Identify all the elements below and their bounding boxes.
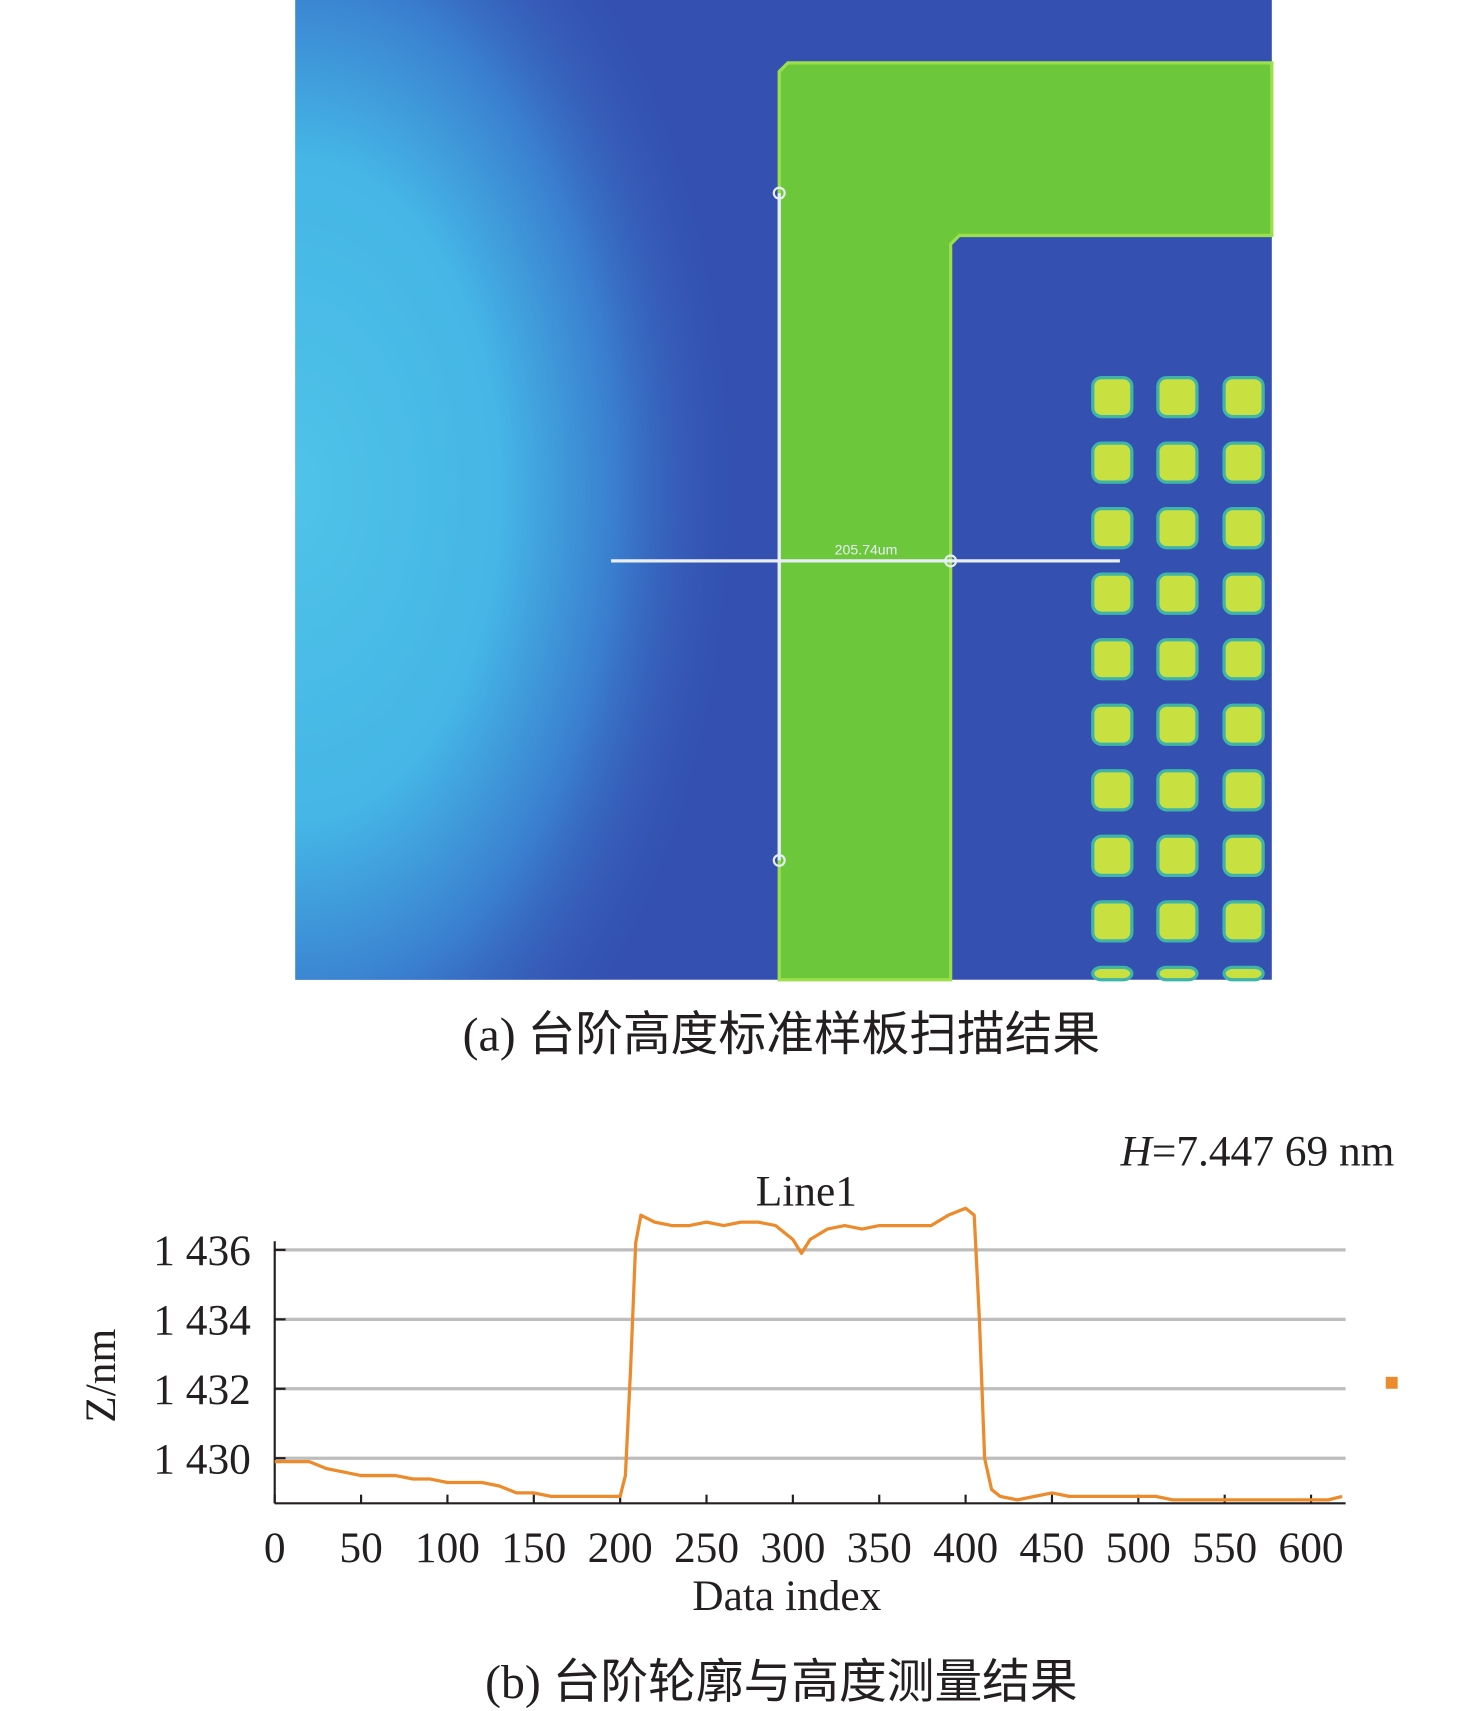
y-tick-label: 1 434 bbox=[153, 1297, 251, 1345]
pad bbox=[1156, 900, 1199, 943]
pad bbox=[1091, 703, 1134, 746]
x-tick-label: 250 bbox=[674, 1524, 739, 1572]
pad bbox=[1222, 441, 1265, 484]
pad bbox=[1156, 441, 1199, 484]
pad bbox=[1091, 769, 1134, 812]
y-tick-label: 1 430 bbox=[153, 1435, 251, 1483]
pad bbox=[1222, 834, 1265, 877]
pad bbox=[1156, 507, 1199, 550]
x-tick-label: 100 bbox=[415, 1524, 480, 1572]
pad bbox=[1222, 375, 1265, 419]
pad bbox=[1156, 769, 1199, 812]
measure-handle bbox=[772, 853, 786, 867]
pad bbox=[1156, 572, 1199, 615]
pad bbox=[1156, 638, 1199, 681]
x-tick-label: 600 bbox=[1279, 1524, 1344, 1572]
chart: Line1 H=7.447 69 nm Data index Z/nm (b) … bbox=[77, 1127, 1398, 1709]
pad bbox=[1091, 572, 1134, 615]
pad bbox=[1156, 965, 1199, 982]
pad bbox=[1091, 965, 1134, 982]
data-line bbox=[274, 1206, 1343, 1502]
pad bbox=[1156, 375, 1199, 419]
x-axis-label: Data index bbox=[692, 1572, 881, 1620]
pad bbox=[1091, 638, 1134, 681]
y-tick-label: 1 436 bbox=[153, 1227, 251, 1275]
caption-a: (a) 台阶高度标准样板扫描结果 bbox=[463, 1008, 1101, 1061]
x-tick-label: 550 bbox=[1192, 1524, 1257, 1572]
legend-swatch bbox=[1385, 1376, 1398, 1389]
y-axis-label: Z/nm bbox=[77, 1329, 125, 1423]
pad bbox=[1222, 769, 1265, 812]
annotation-symbol: H bbox=[1120, 1127, 1155, 1175]
annotation-text: =7.447 69 nm bbox=[1152, 1127, 1395, 1175]
x-tick-label: 350 bbox=[847, 1524, 912, 1572]
chart-title: Line1 bbox=[756, 1167, 857, 1215]
pad bbox=[1222, 507, 1265, 550]
pad bbox=[1156, 703, 1199, 746]
x-tick-label: 400 bbox=[933, 1524, 998, 1572]
pad bbox=[1222, 703, 1265, 746]
measure-handle bbox=[944, 554, 958, 568]
pad bbox=[1222, 572, 1265, 615]
y-tick-label: 1 432 bbox=[153, 1366, 251, 1414]
pad bbox=[1091, 507, 1134, 550]
pad-grid bbox=[1091, 375, 1265, 982]
x-tick-label: 200 bbox=[588, 1524, 653, 1572]
pad bbox=[1222, 965, 1265, 982]
pad bbox=[1091, 900, 1134, 943]
x-tick-label: 450 bbox=[1019, 1524, 1084, 1572]
annotation: H=7.447 69 nm bbox=[1120, 1127, 1395, 1175]
x-tick-label: 0 bbox=[264, 1524, 286, 1572]
pad bbox=[1091, 834, 1134, 877]
pad bbox=[1222, 638, 1265, 681]
pad bbox=[1091, 441, 1134, 484]
pad bbox=[1222, 900, 1265, 943]
scan-image: 205.74um bbox=[295, 0, 1274, 982]
measure-handle bbox=[772, 186, 786, 200]
x-tick-label: 500 bbox=[1106, 1524, 1171, 1572]
scan-step bbox=[777, 61, 1274, 982]
pad bbox=[1156, 834, 1199, 877]
x-tick-label: 300 bbox=[760, 1524, 825, 1572]
x-tick-label: 50 bbox=[339, 1524, 382, 1572]
caption-b: (b) 台阶轮廓与高度测量结果 bbox=[485, 1656, 1077, 1709]
pad bbox=[1091, 375, 1134, 419]
measure-label: 205.74um bbox=[835, 541, 898, 557]
x-tick-label: 150 bbox=[501, 1524, 566, 1572]
